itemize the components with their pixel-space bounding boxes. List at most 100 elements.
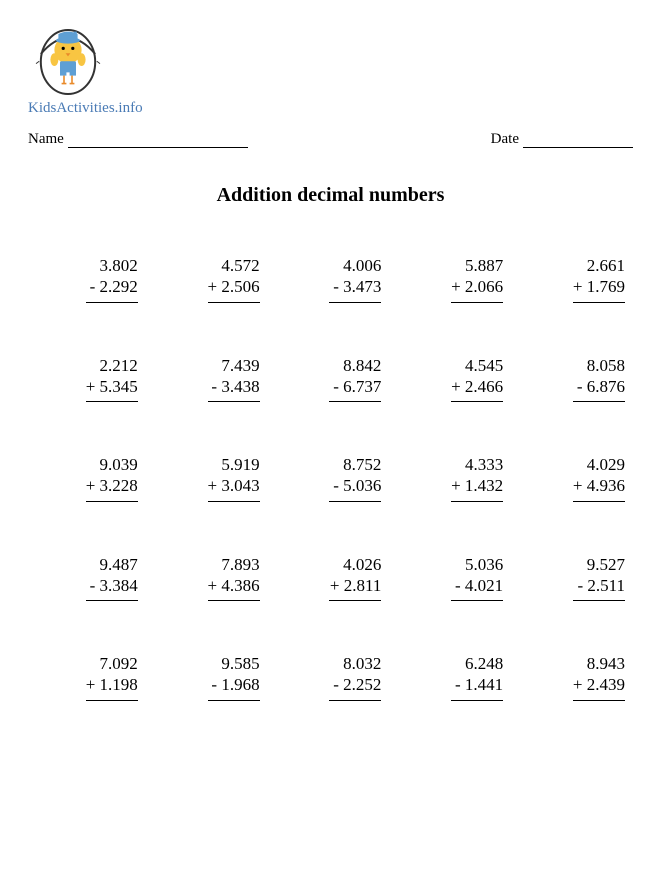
answer-line: [86, 600, 138, 601]
answer-line: [208, 600, 260, 601]
operand-top: 5.036: [465, 554, 503, 575]
problem: 2.212+ 5.345: [36, 355, 138, 403]
operand-top: 8.032: [343, 653, 381, 674]
problem: 4.572+ 2.506: [158, 255, 260, 303]
answer-line: [451, 600, 503, 601]
site-link[interactable]: KidsActivities.info: [28, 100, 143, 117]
answer-line: [451, 501, 503, 502]
operand-top: 8.752: [343, 454, 381, 475]
name-date-row: Name Date: [28, 131, 633, 148]
operand-top: 5.919: [221, 454, 259, 475]
operand-top: 7.893: [221, 554, 259, 575]
date-label: Date: [491, 131, 519, 148]
operand-bottom: + 1.769: [573, 276, 625, 297]
date-blank-line[interactable]: [523, 134, 633, 148]
operand-bottom: + 2.506: [208, 276, 260, 297]
problem: 5.919+ 3.043: [158, 454, 260, 502]
problem: 9.527- 2.511: [523, 554, 625, 602]
answer-line: [451, 401, 503, 402]
problem: 4.333+ 1.432: [401, 454, 503, 502]
operand-bottom: - 2.511: [577, 575, 625, 596]
operand-bottom: + 2.439: [573, 674, 625, 695]
operand-bottom: + 1.432: [451, 475, 503, 496]
operand-bottom: - 1.441: [455, 674, 503, 695]
name-label: Name: [28, 131, 64, 148]
problem: 6.248- 1.441: [401, 653, 503, 701]
answer-line: [329, 700, 381, 701]
operand-top: 2.661: [587, 255, 625, 276]
name-blank-line[interactable]: [68, 134, 248, 148]
operand-bottom: - 2.252: [333, 674, 381, 695]
answer-line: [451, 302, 503, 303]
answer-line: [451, 700, 503, 701]
answer-line: [329, 302, 381, 303]
operand-bottom: + 4.386: [208, 575, 260, 596]
problem: 9.585- 1.968: [158, 653, 260, 701]
operand-bottom: + 4.936: [573, 475, 625, 496]
problem: 4.029+ 4.936: [523, 454, 625, 502]
operand-top: 9.585: [221, 653, 259, 674]
problem: 4.545+ 2.466: [401, 355, 503, 403]
operand-top: 7.439: [221, 355, 259, 376]
answer-line: [208, 501, 260, 502]
problem: 3.802- 2.292: [36, 255, 138, 303]
operand-top: 4.026: [343, 554, 381, 575]
operand-top: 4.333: [465, 454, 503, 475]
date-field: Date: [491, 131, 633, 148]
answer-line: [573, 401, 625, 402]
answer-line: [208, 401, 260, 402]
operand-top: 4.545: [465, 355, 503, 376]
name-field: Name: [28, 131, 248, 148]
operand-bottom: + 1.198: [86, 674, 138, 695]
problem: 7.439- 3.438: [158, 355, 260, 403]
operand-top: 7.092: [100, 653, 138, 674]
operand-top: 4.572: [221, 255, 259, 276]
operand-top: 9.487: [100, 554, 138, 575]
problem: 8.032- 2.252: [280, 653, 382, 701]
operand-bottom: - 3.473: [333, 276, 381, 297]
problem: 4.026+ 2.811: [280, 554, 382, 602]
operand-bottom: - 6.737: [333, 376, 381, 397]
operand-bottom: - 2.292: [90, 276, 138, 297]
operand-top: 8.058: [587, 355, 625, 376]
operand-bottom: + 3.228: [86, 475, 138, 496]
answer-line: [86, 700, 138, 701]
problem: 5.887+ 2.066: [401, 255, 503, 303]
problem: 7.893+ 4.386: [158, 554, 260, 602]
operand-top: 6.248: [465, 653, 503, 674]
operand-top: 9.527: [587, 554, 625, 575]
answer-line: [86, 501, 138, 502]
problem: 8.752- 5.036: [280, 454, 382, 502]
answer-line: [573, 501, 625, 502]
operand-top: 3.802: [100, 255, 138, 276]
problem: 2.661+ 1.769: [523, 255, 625, 303]
header-logo-block: KidsActivities.info: [28, 18, 633, 117]
problem-grid: 3.802- 2.292 4.572+ 2.506 4.006- 3.473 5.88…: [28, 255, 633, 701]
operand-top: 4.029: [587, 454, 625, 475]
problem: 5.036- 4.021: [401, 554, 503, 602]
answer-line: [329, 600, 381, 601]
operand-top: 2.212: [100, 355, 138, 376]
operand-bottom: + 2.066: [451, 276, 503, 297]
operand-bottom: - 3.438: [211, 376, 259, 397]
operand-bottom: + 2.811: [330, 575, 381, 596]
operand-bottom: - 5.036: [333, 475, 381, 496]
answer-line: [573, 700, 625, 701]
problem: 9.039+ 3.228: [36, 454, 138, 502]
operand-bottom: - 4.021: [455, 575, 503, 596]
operand-bottom: - 1.968: [211, 674, 259, 695]
operand-top: 8.943: [587, 653, 625, 674]
problem: 9.487- 3.384: [36, 554, 138, 602]
problem: 7.092+ 1.198: [36, 653, 138, 701]
answer-line: [573, 302, 625, 303]
answer-line: [573, 600, 625, 601]
operand-bottom: - 3.384: [90, 575, 138, 596]
answer-line: [86, 302, 138, 303]
operand-bottom: + 3.043: [208, 475, 260, 496]
problem: 8.058- 6.876: [523, 355, 625, 403]
answer-line: [86, 401, 138, 402]
operand-top: 9.039: [100, 454, 138, 475]
problem: 8.943+ 2.439: [523, 653, 625, 701]
answer-line: [329, 501, 381, 502]
operand-top: 4.006: [343, 255, 381, 276]
